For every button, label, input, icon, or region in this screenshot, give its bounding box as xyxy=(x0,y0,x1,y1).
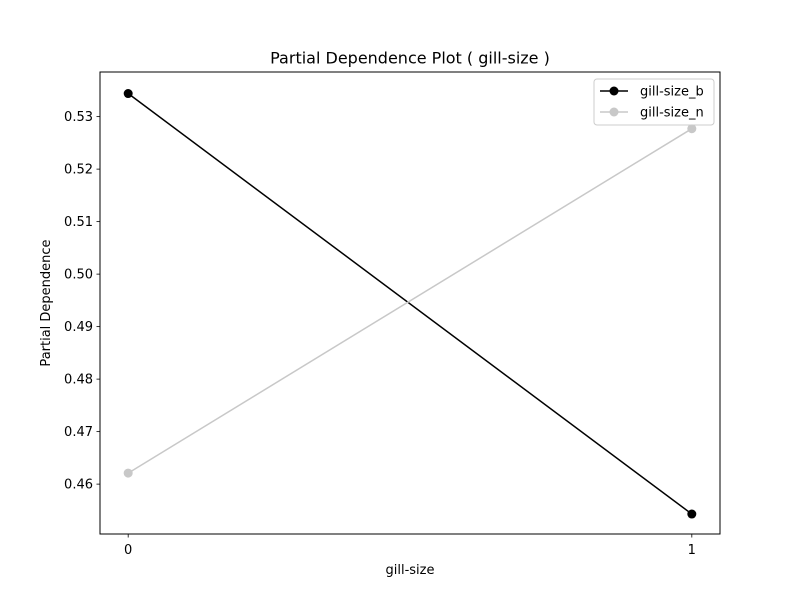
y-tick-label: 0.53 xyxy=(64,110,93,125)
legend-marker-gill-size-b xyxy=(609,86,619,96)
legend-label-gill-size-n: gill-size_n xyxy=(640,106,704,121)
x-tick-label: 0 xyxy=(124,543,132,558)
legend: gill-size_b gill-size_n xyxy=(593,78,715,126)
y-tick-label: 0.46 xyxy=(64,478,93,493)
data-point-gill-size-b xyxy=(123,89,133,99)
axis-ticks: 0.46 0.47 0.48 0.49 0.50 0.51 0.52 0.53 0 1 xyxy=(64,110,696,558)
y-tick-label: 0.51 xyxy=(64,215,93,230)
series-line-gill-size-b xyxy=(127,92,693,515)
legend-label-gill-size-b: gill-size_b xyxy=(640,85,704,100)
data-point-gill-size-n xyxy=(123,468,133,478)
y-tick-label: 0.50 xyxy=(64,268,93,283)
x-tick-label: 1 xyxy=(688,543,696,558)
plot-frame xyxy=(99,71,721,535)
y-axis-label: Partial Dependence xyxy=(39,239,54,366)
series-line-gill-size-n xyxy=(127,128,693,474)
y-tick-label: 0.47 xyxy=(64,425,93,440)
data-point-gill-size-b xyxy=(687,509,697,519)
y-tick-label: 0.49 xyxy=(64,320,93,335)
data-point-gill-size-n xyxy=(687,124,697,134)
legend-marker-gill-size-n xyxy=(609,107,619,117)
chart-title: Partial Dependence Plot ( gill-size ) xyxy=(270,49,550,68)
x-axis-label: gill-size xyxy=(386,563,435,578)
series-layer xyxy=(123,89,697,519)
y-tick-label: 0.48 xyxy=(64,373,93,388)
y-tick-label: 0.52 xyxy=(64,163,93,178)
